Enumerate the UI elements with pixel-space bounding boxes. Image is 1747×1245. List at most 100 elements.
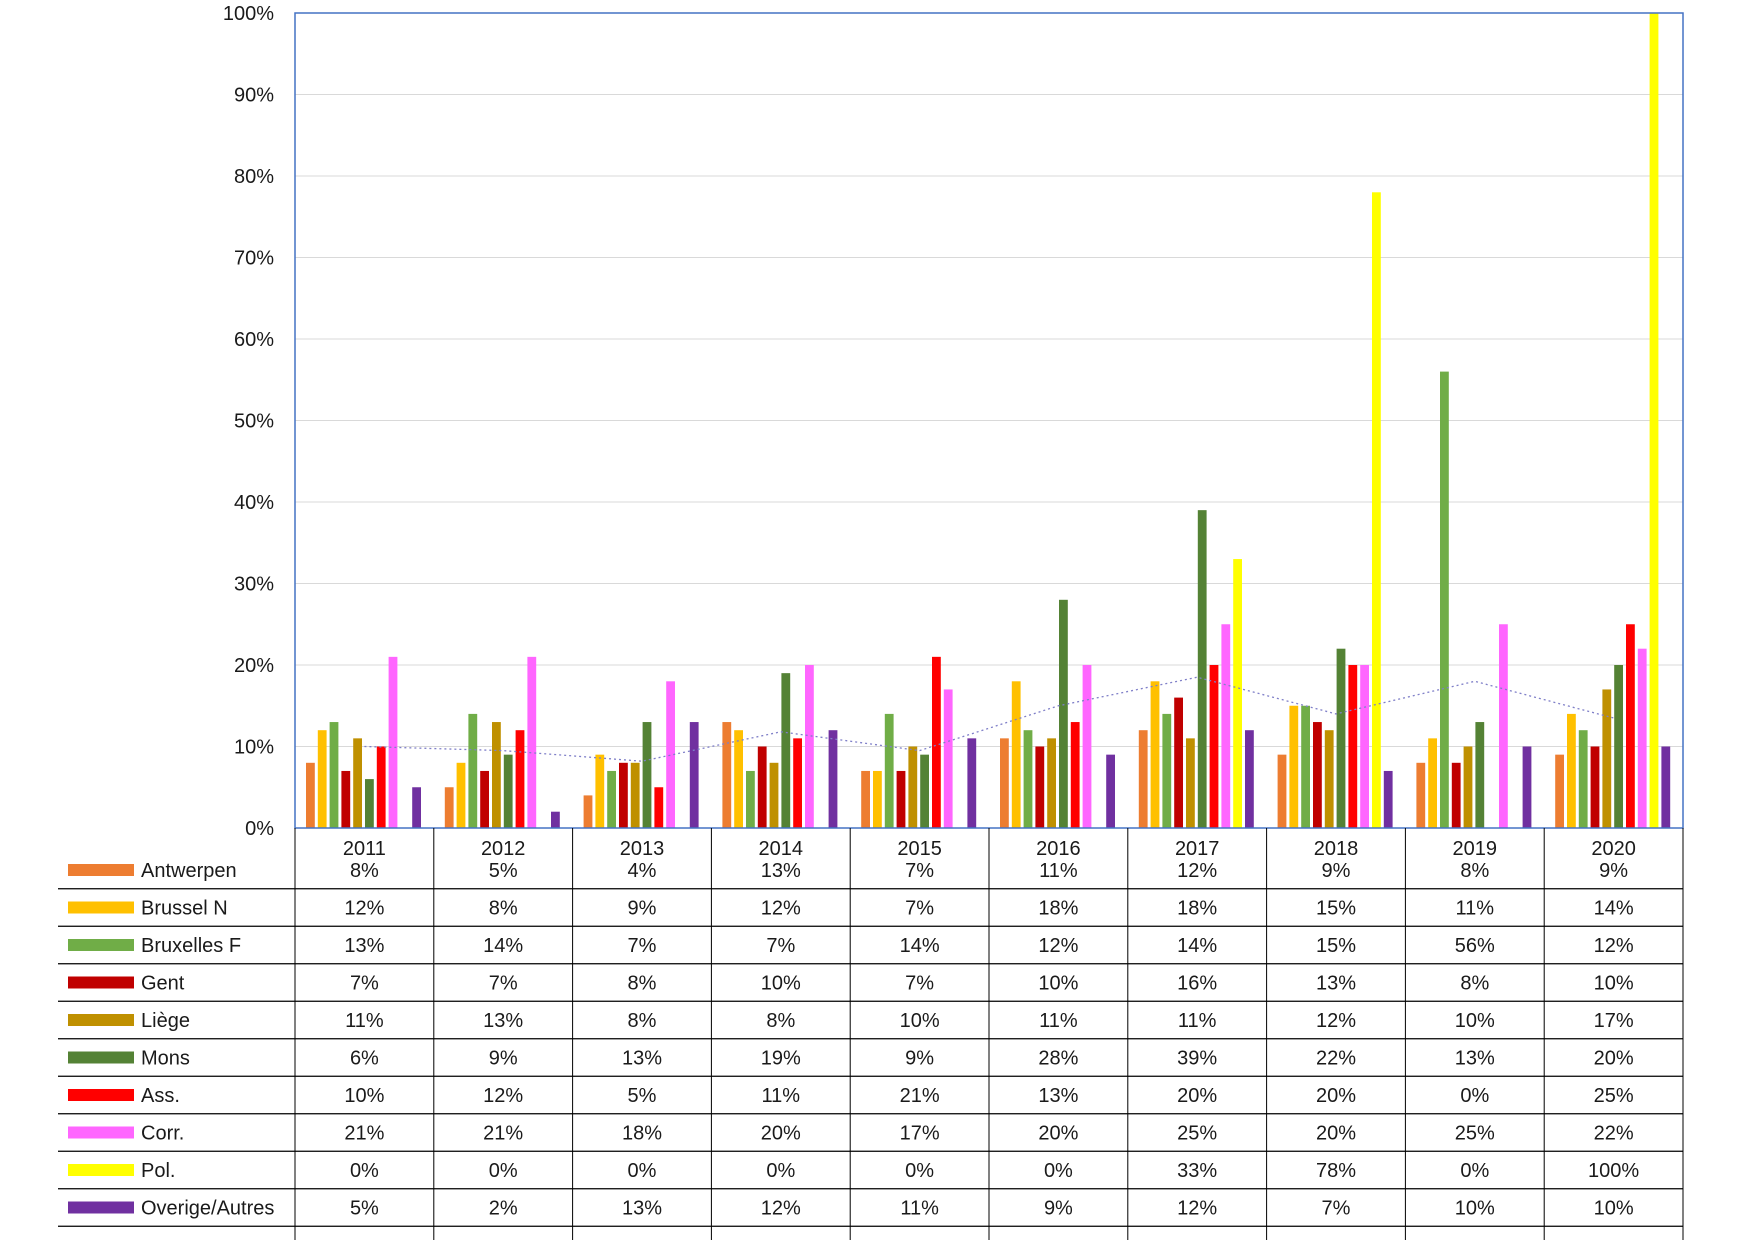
- x-tick-label: 2019: [1453, 838, 1498, 860]
- legend-label: Mons: [141, 1048, 190, 1070]
- table-cell-value: 13%: [622, 1198, 662, 1220]
- gridlines: [295, 12, 1683, 747]
- bar-overige-autres-2015: [967, 738, 977, 828]
- table-cell-value: 10%: [1455, 1198, 1495, 1220]
- table-cell-value: 6%: [350, 1048, 379, 1070]
- table-cell-value: 11%: [1039, 860, 1078, 882]
- table-cell-value: 14%: [1177, 935, 1217, 957]
- table-cell-value: 56%: [1455, 935, 1495, 957]
- table-cell-value: 8%: [489, 898, 518, 920]
- table-cell-value: 0%: [628, 1160, 657, 1182]
- table-cell-value: 15%: [1316, 898, 1356, 920]
- table-cell-value: 22%: [1594, 1123, 1634, 1145]
- bar-mons-2014: [781, 673, 791, 828]
- bar-pol--2020: [1649, 13, 1659, 828]
- legend-label: Corr.: [141, 1123, 184, 1145]
- bar-corr--2015: [943, 689, 953, 828]
- y-tick-label: 60%: [234, 329, 274, 351]
- table-cell-value: 10%: [344, 1085, 384, 1107]
- x-tick-label: 2017: [1175, 838, 1220, 860]
- bar-gent-2013: [619, 762, 628, 828]
- legend-key-antwerpen: [68, 864, 134, 876]
- table-cell-value: 13%: [483, 1010, 523, 1032]
- table-cell-value: 12%: [483, 1085, 523, 1107]
- legend-key-brussel-n: [68, 901, 134, 914]
- y-tick-label: 10%: [234, 737, 274, 759]
- table-cell-value: 10%: [1455, 1010, 1495, 1032]
- legend-label: Ass.: [141, 1085, 180, 1107]
- table-cell-value: 7%: [350, 973, 379, 995]
- x-tick-label: 2013: [620, 838, 665, 860]
- bar-li-ge-2013: [630, 762, 640, 828]
- table-cell-value: 7%: [1322, 1198, 1351, 1220]
- table-cell-value: 18%: [1038, 898, 1078, 920]
- table-cell-value: 0%: [766, 1160, 795, 1182]
- table-cell-value: 11%: [345, 1010, 384, 1032]
- y-tick-label: 50%: [234, 411, 274, 433]
- bar-overige-autres-2017: [1245, 730, 1254, 828]
- bar-mons-2020: [1614, 665, 1623, 828]
- table-cell-value: 25%: [1177, 1123, 1217, 1145]
- table-cell-value: 13%: [622, 1048, 662, 1070]
- table-cell-value: 13%: [1455, 1048, 1495, 1070]
- table-cell-value: 12%: [1177, 860, 1217, 882]
- x-tick-label: 2018: [1314, 838, 1359, 860]
- table-cell-value: 17%: [900, 1123, 940, 1145]
- bar-li-ge-2018: [1324, 730, 1334, 828]
- bar-gent-2017: [1174, 697, 1183, 828]
- table-cell-value: 20%: [1594, 1048, 1634, 1070]
- bar-mons-2012: [503, 754, 513, 828]
- table-cell-value: 18%: [1177, 898, 1217, 920]
- table-cell-value: 7%: [905, 860, 934, 882]
- table-cell-value: 33%: [1177, 1160, 1217, 1182]
- table-cell-value: 0%: [489, 1160, 518, 1182]
- table-cell-value: 22%: [1316, 1048, 1356, 1070]
- bar-li-ge-2017: [1186, 738, 1195, 828]
- bar-brussel-n-2014: [734, 730, 743, 828]
- bar-corr--2011: [388, 656, 398, 828]
- x-tick-label: 2015: [897, 838, 942, 860]
- bar-overige-autres-2014: [828, 730, 838, 828]
- table-cell-value: 7%: [905, 973, 934, 995]
- bar-pol--2018: [1372, 192, 1381, 829]
- table-cell-value: 7%: [905, 898, 934, 920]
- bar-li-ge-2011: [353, 738, 362, 828]
- y-tick-label: 40%: [234, 492, 274, 514]
- legend-key-bruxelles-f: [68, 939, 134, 951]
- table-cell-value: 20%: [1177, 1085, 1217, 1107]
- bar-gent-2015: [896, 770, 906, 828]
- table-cell-value: 14%: [483, 935, 523, 957]
- table-cell-value: 16%: [1177, 973, 1217, 995]
- legend-key-pol-: [68, 1164, 134, 1176]
- bar-gent-2016: [1035, 746, 1045, 828]
- table-cell-value: 11%: [1178, 1010, 1217, 1032]
- legend-key-corr-: [68, 1126, 134, 1139]
- table-cell-value: 0%: [905, 1160, 934, 1182]
- bar-bruxelles-f-2012: [468, 713, 478, 828]
- bar-bruxelles-f-2011: [329, 722, 339, 828]
- bar-corr--2014: [805, 665, 814, 828]
- bar-bruxelles-f-2019: [1440, 371, 1449, 828]
- bar-bruxelles-f-2017: [1162, 713, 1172, 828]
- bar-overige-autres-2020: [1661, 746, 1671, 828]
- table-cell-value: 78%: [1316, 1160, 1356, 1182]
- bar-ass--2020: [1626, 624, 1635, 828]
- bar-mons-2019: [1475, 722, 1485, 828]
- table-cell-value: 9%: [628, 898, 657, 920]
- table-cell-value: 13%: [761, 860, 801, 882]
- bar-corr--2013: [666, 681, 675, 828]
- table-cell-value: 14%: [900, 935, 940, 957]
- bar-ass--2011: [376, 746, 386, 828]
- table-cell-value: 10%: [1594, 973, 1634, 995]
- table-cell-value: 8%: [628, 1010, 657, 1032]
- y-tick-label: 0%: [245, 818, 274, 840]
- table-cell-value: 12%: [1594, 935, 1634, 957]
- legend-key-li-ge: [68, 1014, 134, 1026]
- bar-mons-2015: [920, 754, 929, 828]
- legend-label: Overige/Autres: [141, 1198, 274, 1220]
- bar-brussel-n-2018: [1289, 705, 1299, 828]
- bar-gent-2011: [341, 770, 351, 828]
- bar-ass--2012: [515, 730, 525, 828]
- table-cell-value: 7%: [766, 935, 795, 957]
- y-tick-label: 30%: [234, 574, 274, 596]
